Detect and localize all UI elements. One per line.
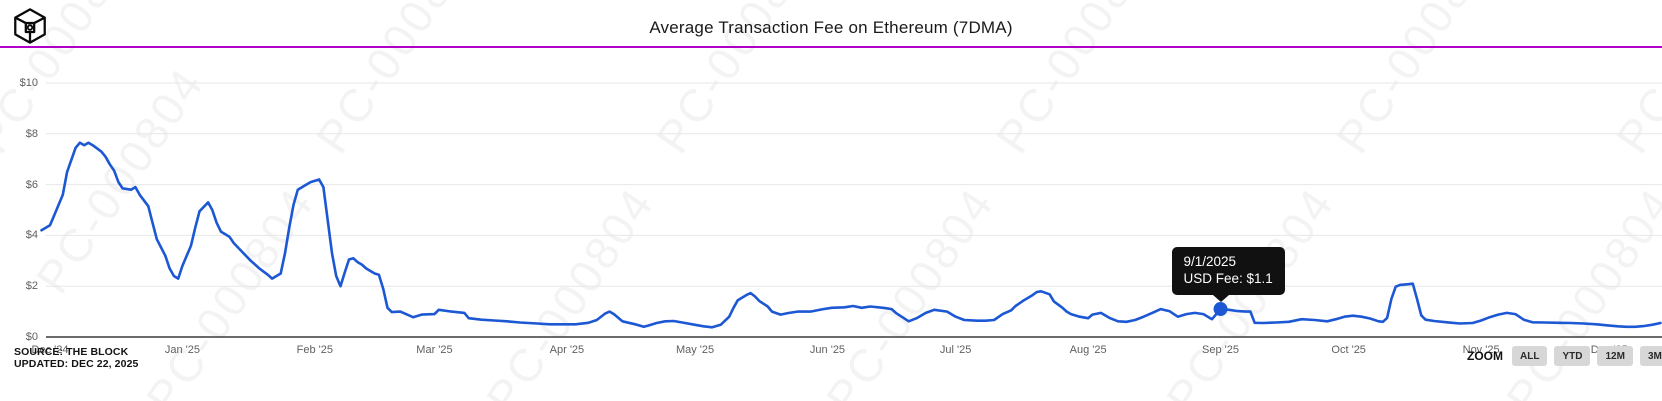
x-tick-label: Sep '25 [1202,344,1239,356]
y-tick-label: $10 [19,77,38,89]
zoom-buttons: ALL YTD 12M 3M [1512,346,1662,366]
x-tick-label: Feb '25 [296,344,334,356]
x-tick-label: Aug '25 [1069,344,1107,356]
y-tick-label: $4 [25,229,38,242]
source-label: SOURCE: THE BLOCK [14,346,129,358]
x-tick-label: Jun '25 [809,344,846,356]
zoom-button-3m[interactable]: 3M [1639,346,1662,366]
zoom-button-12m[interactable]: 12M [1597,346,1633,366]
x-tick-label: Jan '25 [164,344,200,356]
x-tick-label: Jul '25 [939,344,972,356]
zoom-label: ZOOM [1467,349,1503,363]
x-tick-label: May '25 [675,344,715,356]
x-tick-label: Dec '24 [31,344,69,356]
the-block-logo-icon [14,8,46,44]
tooltip-value: USD Fee: $1.1 [1183,270,1273,286]
x-tick-label: Apr '25 [549,344,585,356]
x-tick-label: Oct '25 [1331,344,1366,356]
accent-divider [0,46,1662,48]
x-tick-label: Mar '25 [416,344,453,356]
fee-line [40,141,1662,329]
zoom-controls: ZOOM ALL YTD 12M 3M [1467,346,1662,366]
highlighted-point [1213,302,1228,317]
y-tick-label: $2 [25,280,38,293]
tooltip: 9/1/2025 USD Fee: $1.1 [1171,247,1285,303]
x-tick-label: Nov '25 [1462,344,1500,356]
zoom-button-all[interactable]: ALL [1512,346,1548,366]
y-tick-label: $0 [25,331,38,343]
zoom-button-ytd[interactable]: YTD [1554,346,1591,366]
tooltip-date: 9/1/2025 [1183,254,1237,270]
y-tick-label: $8 [25,127,38,140]
y-tick-label: $6 [25,178,38,191]
updated-label: UPDATED: DEC 22, 2025 [14,358,139,370]
page-title: Average Transaction Fee on Ethereum (7DM… [649,18,1013,37]
